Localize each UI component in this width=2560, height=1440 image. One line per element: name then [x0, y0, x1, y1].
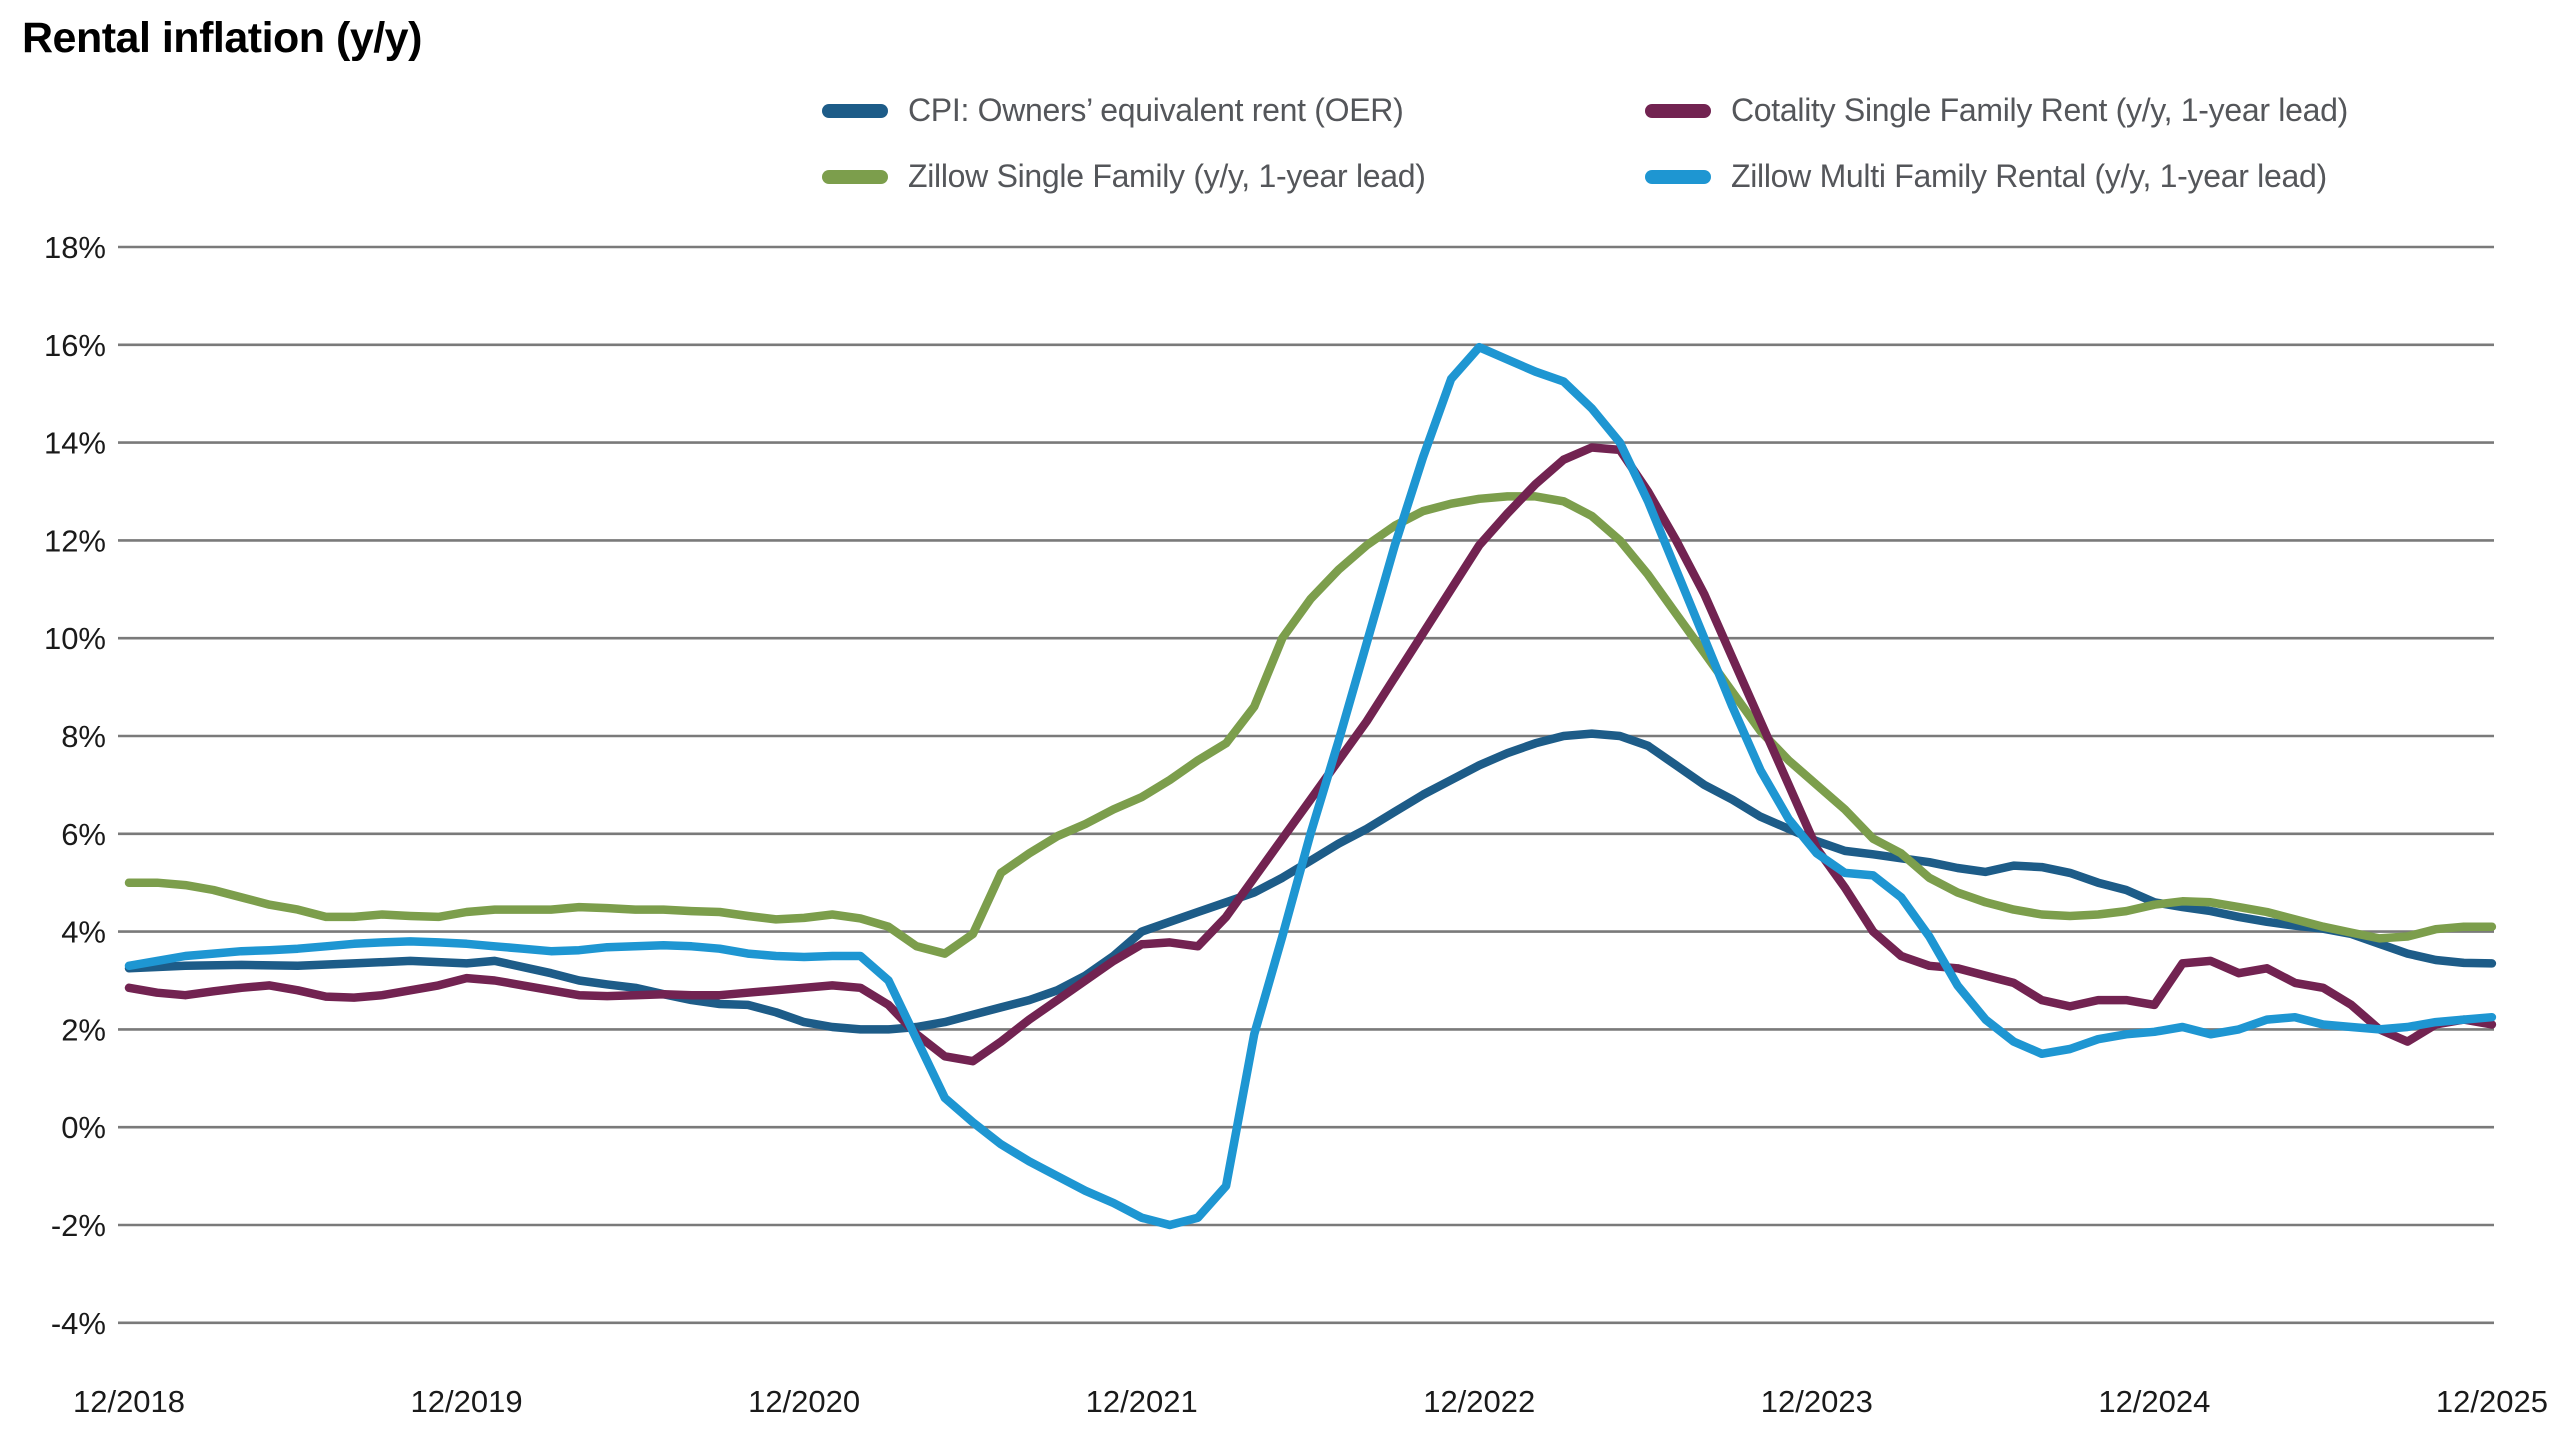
- y-tick-4: 4%: [61, 915, 106, 950]
- series-line-zillow-multi-family-rental-y-y-1-year-lead: [124, 342, 2497, 1230]
- y-tick-16: 16%: [44, 328, 106, 363]
- x-tick-12-2019: 12/2019: [411, 1384, 523, 1419]
- y-tick-6: 6%: [61, 817, 106, 852]
- x-axis-labels: 12/2018 12/2019 12/2020 12/2021 12/2022 12/20…: [73, 1384, 2548, 1419]
- y-axis-labels: 18% 16% 14% 12% 10% 8% 6% 4% 2% 0% -2% -4%: [44, 230, 106, 1341]
- gridlines: [118, 245, 2494, 1325]
- x-tick-12-2020: 12/2020: [748, 1384, 860, 1419]
- y-tick-12: 12%: [44, 523, 106, 558]
- x-tick-12-2022: 12/2022: [1423, 1384, 1535, 1419]
- y-tick-14: 14%: [44, 426, 106, 461]
- y-tick--4: -4%: [51, 1306, 106, 1341]
- series-line-zillow-single-family-y-y-1-year-lead: [124, 492, 2497, 958]
- x-tick-12-2025: 12/2025: [2436, 1384, 2548, 1419]
- y-tick-18: 18%: [44, 230, 106, 265]
- x-tick-12-2023: 12/2023: [1761, 1384, 1873, 1419]
- series-line-cotality-single-family-rent-y-y-1-year-lead: [124, 443, 2497, 1066]
- chart-title: Rental inflation (y/y): [22, 14, 422, 62]
- x-tick-12-2021: 12/2021: [1086, 1384, 1198, 1419]
- series-line-cpi-owners-equivalent-rent-oer: [124, 729, 2497, 1034]
- y-tick--2: -2%: [51, 1208, 106, 1243]
- y-tick-10: 10%: [44, 621, 106, 656]
- y-tick-2: 2%: [61, 1012, 106, 1047]
- x-tick-12-2024: 12/2024: [2098, 1384, 2210, 1419]
- series-lines: [124, 342, 2497, 1230]
- y-tick-8: 8%: [61, 719, 106, 754]
- y-tick-0: 0%: [61, 1110, 106, 1145]
- x-tick-12-2018: 12/2018: [73, 1384, 185, 1419]
